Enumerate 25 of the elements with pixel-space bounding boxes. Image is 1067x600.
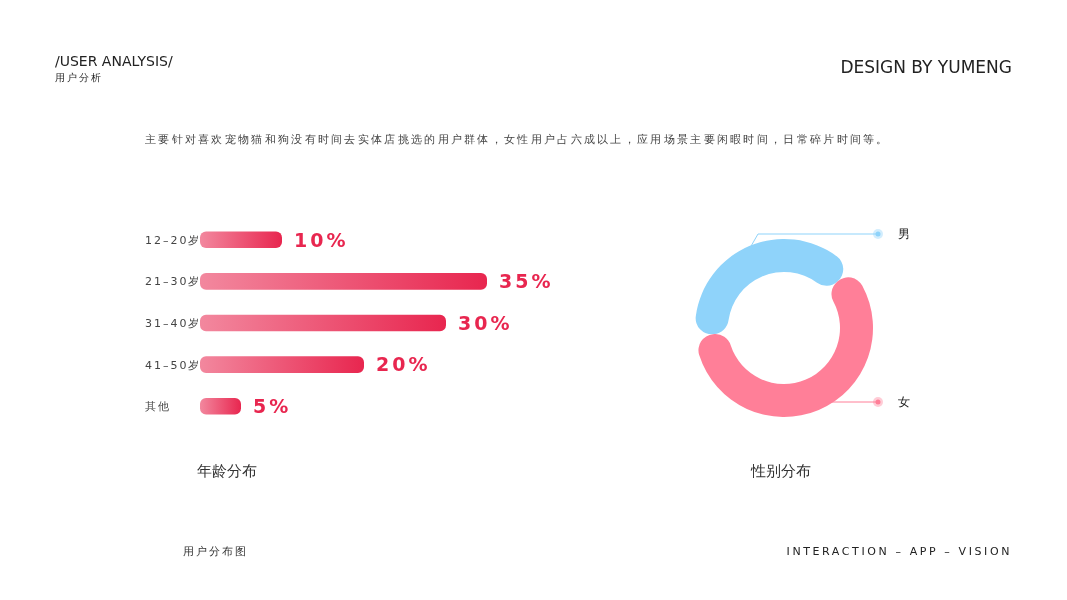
y-tick-label: 21–30岁: [145, 275, 202, 289]
bar: [200, 273, 487, 290]
y-tick-label: 12–20岁: [145, 233, 202, 247]
text: 用户分布图: [183, 544, 248, 559]
text: 主要针对喜欢宠物猫和狗没有时间去实体店挑选的用户群体，女性用户占六成以上，应用场景主要闲暇时间，日常碎片时间等。: [145, 132, 890, 147]
legend-label: 女: [898, 395, 910, 409]
data-label: 5%: [253, 394, 292, 417]
y-tick-label: 41–50岁: [145, 358, 202, 372]
text: 年龄分布: [197, 462, 257, 481]
legend-label: 男: [898, 227, 910, 241]
text: 性别分布: [751, 462, 811, 481]
data-label: 20%: [376, 353, 431, 376]
text: 用户分析: [55, 71, 103, 85]
y-tick-label: 31–40岁: [145, 317, 202, 330]
bar: [200, 356, 364, 373]
bar: [200, 231, 282, 249]
bar: [200, 397, 241, 415]
y-tick-label: 其他: [145, 400, 171, 414]
text: /USER ANALYSIS/: [55, 53, 173, 69]
data-label: 10%: [294, 228, 349, 251]
data-label: 30%: [458, 311, 513, 334]
bar: [200, 314, 446, 332]
text: INTERACTION – APP – VISION: [786, 545, 1012, 558]
data-label: 35%: [499, 270, 554, 293]
text: DESIGN BY YUMENG: [840, 57, 1012, 77]
